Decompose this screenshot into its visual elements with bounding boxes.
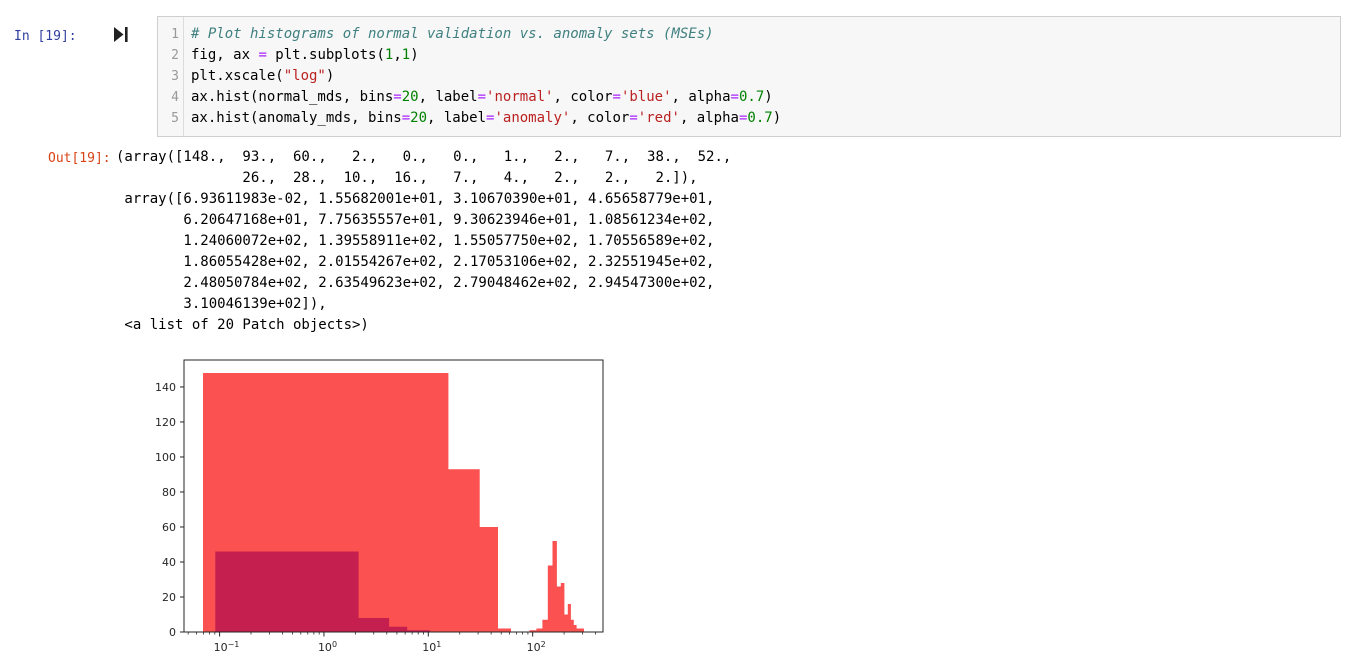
svg-text:40: 40 — [162, 556, 176, 569]
line-number: 5 — [171, 111, 179, 126]
line-number: 4 — [171, 90, 179, 105]
svg-text:60: 60 — [162, 521, 176, 534]
svg-text:100: 100 — [318, 640, 337, 654]
line-number: 1 — [171, 27, 179, 42]
code-line: fig, ax = plt.subplots(1,1) — [191, 47, 419, 63]
code-line: ax.hist(normal_mds, bins=20, label='norm… — [191, 89, 773, 105]
svg-text:20: 20 — [162, 591, 176, 604]
run-cell-icon[interactable] — [114, 27, 128, 42]
input-prompt: In [19]: — [14, 29, 77, 44]
svg-text:140: 140 — [155, 381, 176, 394]
output-prompt: Out[19]: — [48, 151, 111, 166]
svg-text:100: 100 — [155, 451, 176, 464]
histogram-figure: 0 20 40 60 80 100 120 140 10−1 100 101 102 — [155, 359, 604, 654]
svg-text:120: 120 — [155, 416, 176, 429]
code-line: plt.xscale("log") — [191, 68, 335, 84]
code-line: # Plot histograms of normal validation v… — [191, 26, 714, 42]
svg-text:102: 102 — [527, 640, 546, 654]
output-text: (array([148., 93., 60., 2., 0., 0., 1., … — [116, 149, 732, 333]
svg-text:80: 80 — [162, 486, 176, 499]
line-number: 2 — [171, 48, 179, 63]
svg-text:101: 101 — [422, 640, 441, 654]
histogram-series-normal-overlap — [215, 551, 430, 632]
line-number-gutter: 1 2 3 4 5 — [158, 17, 184, 136]
svg-text:10−1: 10−1 — [214, 640, 240, 654]
code-text: # Plot histograms of normal validation v… — [184, 17, 1340, 136]
svg-text:0: 0 — [169, 626, 176, 639]
code-cell-editor[interactable]: 1 2 3 4 5 # Plot histograms of normal valida… — [157, 16, 1341, 137]
line-number: 3 — [171, 69, 179, 84]
code-line: ax.hist(anomaly_mds, bins=20, label='ano… — [191, 110, 782, 126]
